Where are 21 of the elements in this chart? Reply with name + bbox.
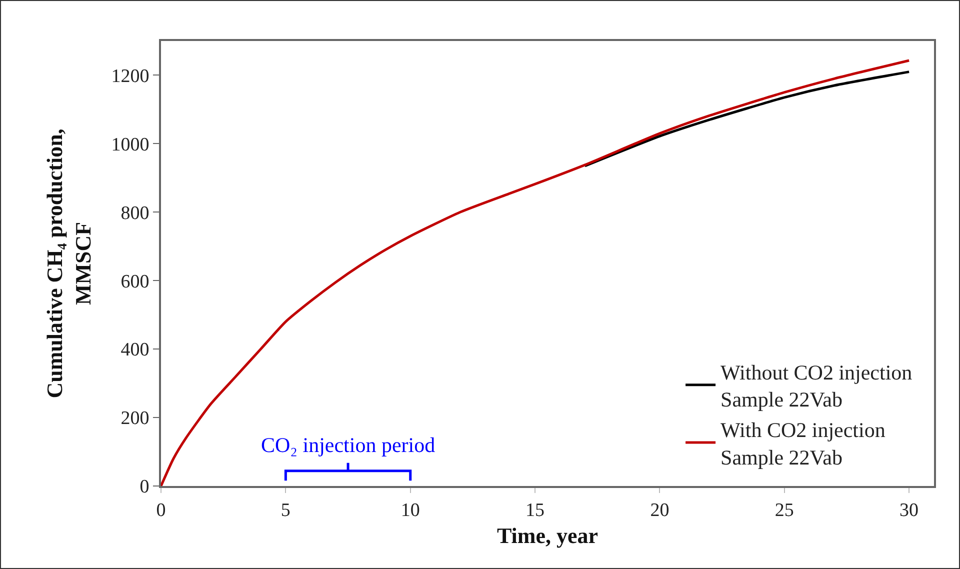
- legend-label: Without CO2 injection Sample 22Vab: [720, 360, 913, 412]
- y-tick-label: 600: [120, 271, 150, 292]
- y-tick-label: 1000: [111, 134, 150, 156]
- line-series: [584, 70, 910, 168]
- y-tick-label: 1200: [111, 66, 150, 87]
- x-tick-label: 5: [280, 500, 290, 521]
- x-tick-label: 10: [400, 500, 420, 521]
- x-tick-label: 0: [156, 500, 166, 521]
- y-tick-label: 0: [140, 476, 150, 498]
- annotation: CO₂ injection period: [261, 433, 436, 457]
- y-tick-label: 800: [120, 202, 150, 224]
- x-tick-label: 25: [774, 500, 794, 521]
- line-series: [161, 59, 910, 486]
- x-tick-label: 30: [900, 500, 919, 521]
- x-tick-label: 20: [650, 500, 670, 521]
- y-axis-title: Cumulative CH₄ production, MMSCF: [42, 128, 96, 398]
- x-axis-title: Time, year: [496, 523, 598, 548]
- legend-label: With CO2 injection Sample 22Vab: [720, 418, 886, 470]
- x-tick-label: 15: [526, 500, 545, 521]
- y-tick-label: 200: [120, 408, 150, 430]
- y-tick-label: 400: [120, 340, 150, 361]
